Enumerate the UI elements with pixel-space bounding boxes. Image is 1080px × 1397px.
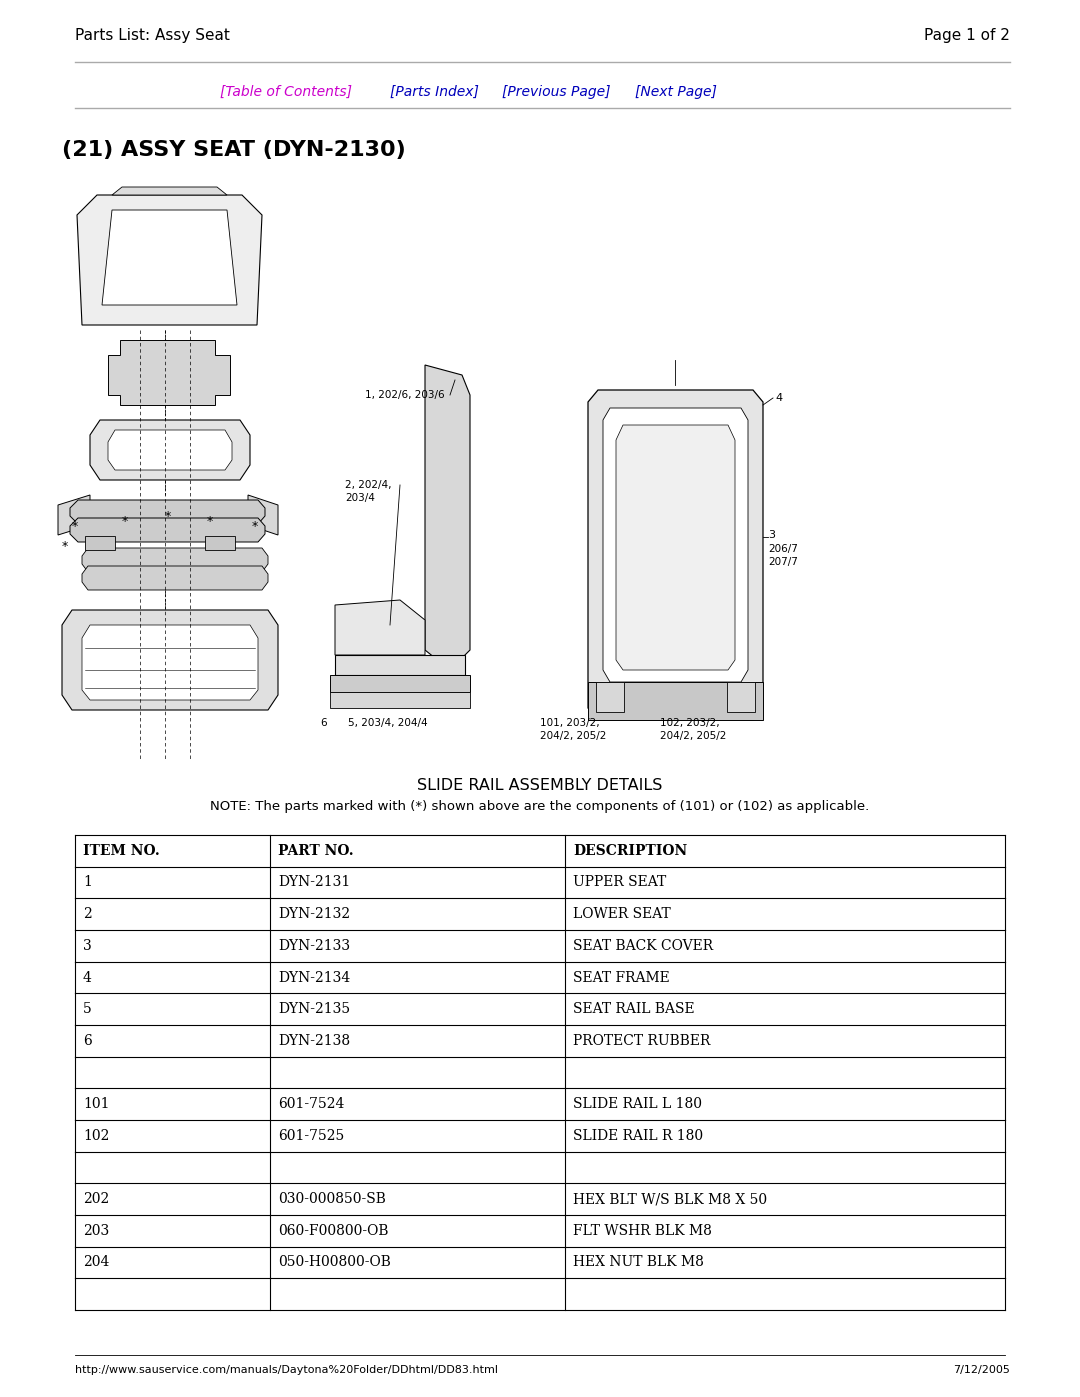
Text: *: * <box>62 541 68 553</box>
Bar <box>596 682 624 712</box>
Text: SEAT BACK COVER: SEAT BACK COVER <box>573 939 713 953</box>
Text: 206/7: 206/7 <box>768 543 798 555</box>
Text: DESCRIPTION: DESCRIPTION <box>573 844 687 858</box>
Text: [Previous Page]: [Previous Page] <box>502 85 610 99</box>
Text: [Next Page]: [Next Page] <box>635 85 717 99</box>
Text: DYN-2132: DYN-2132 <box>278 907 350 921</box>
Text: Parts List: Assy Seat: Parts List: Assy Seat <box>75 28 230 43</box>
Text: SEAT RAIL BASE: SEAT RAIL BASE <box>573 1002 694 1016</box>
Text: 1: 1 <box>83 876 92 890</box>
Polygon shape <box>330 675 470 692</box>
Polygon shape <box>588 390 762 719</box>
Text: 1, 202/6, 203/6: 1, 202/6, 203/6 <box>365 390 445 400</box>
Text: DYN-2133: DYN-2133 <box>278 939 350 953</box>
Text: 6: 6 <box>320 718 326 728</box>
Polygon shape <box>330 692 470 708</box>
Text: 3: 3 <box>768 529 775 541</box>
Text: 102, 203/2,: 102, 203/2, <box>660 718 719 728</box>
Text: 3: 3 <box>83 939 92 953</box>
Text: *: * <box>252 520 258 534</box>
Text: DYN-2134: DYN-2134 <box>278 971 350 985</box>
Text: PROTECT RUBBER: PROTECT RUBBER <box>573 1034 711 1048</box>
Polygon shape <box>102 210 237 305</box>
Text: SEAT FRAME: SEAT FRAME <box>573 971 670 985</box>
Polygon shape <box>108 339 230 405</box>
Polygon shape <box>335 655 465 675</box>
Text: 6: 6 <box>83 1034 92 1048</box>
Polygon shape <box>426 365 470 671</box>
Polygon shape <box>205 536 235 550</box>
Text: [Table of Contents]: [Table of Contents] <box>220 85 352 99</box>
Text: 203: 203 <box>83 1224 109 1238</box>
Text: 4: 4 <box>775 393 782 402</box>
Text: 202: 202 <box>83 1192 109 1206</box>
Polygon shape <box>108 430 232 469</box>
Text: NOTE: The parts marked with (*) shown above are the components of (101) or (102): NOTE: The parts marked with (*) shown ab… <box>211 800 869 813</box>
Text: 5, 203/4, 204/4: 5, 203/4, 204/4 <box>348 718 428 728</box>
Text: (21) ASSY SEAT (DYN-2130): (21) ASSY SEAT (DYN-2130) <box>62 140 406 161</box>
Polygon shape <box>85 536 114 550</box>
Text: 5: 5 <box>83 1002 92 1016</box>
Text: UPPER SEAT: UPPER SEAT <box>573 876 666 890</box>
Text: *: * <box>72 520 78 534</box>
Text: 101: 101 <box>83 1097 109 1111</box>
Text: 204/2, 205/2: 204/2, 205/2 <box>540 731 606 740</box>
Text: 050-H00800-OB: 050-H00800-OB <box>278 1256 391 1270</box>
Polygon shape <box>70 518 265 542</box>
Text: http://www.sauservice.com/manuals/Daytona%20Folder/DDhtml/DD83.html: http://www.sauservice.com/manuals/Dayton… <box>75 1365 498 1375</box>
Polygon shape <box>603 408 748 682</box>
Text: 601-7524: 601-7524 <box>278 1097 345 1111</box>
Text: DYN-2135: DYN-2135 <box>278 1002 350 1016</box>
Polygon shape <box>616 425 735 671</box>
Text: DYN-2138: DYN-2138 <box>278 1034 350 1048</box>
Text: 2, 202/4,: 2, 202/4, <box>345 481 391 490</box>
Text: FLT WSHR BLK M8: FLT WSHR BLK M8 <box>573 1224 712 1238</box>
Polygon shape <box>112 187 227 196</box>
Polygon shape <box>58 495 90 535</box>
Bar <box>727 682 755 712</box>
Text: LOWER SEAT: LOWER SEAT <box>573 907 671 921</box>
Text: PART NO.: PART NO. <box>278 844 353 858</box>
Text: 2: 2 <box>83 907 92 921</box>
Text: 203/4: 203/4 <box>345 493 375 503</box>
Text: HEX NUT BLK M8: HEX NUT BLK M8 <box>573 1256 704 1270</box>
Text: 060-F00800-OB: 060-F00800-OB <box>278 1224 389 1238</box>
Polygon shape <box>248 495 278 535</box>
Text: *: * <box>207 515 213 528</box>
Text: [Parts Index]: [Parts Index] <box>390 85 478 99</box>
Text: DYN-2131: DYN-2131 <box>278 876 350 890</box>
Text: ITEM NO.: ITEM NO. <box>83 844 160 858</box>
Text: Page 1 of 2: Page 1 of 2 <box>924 28 1010 43</box>
Text: SLIDE RAIL L 180: SLIDE RAIL L 180 <box>573 1097 702 1111</box>
Polygon shape <box>62 610 278 710</box>
Text: 4: 4 <box>83 971 92 985</box>
Text: *: * <box>122 515 129 528</box>
Text: 102: 102 <box>83 1129 109 1143</box>
Polygon shape <box>70 500 265 524</box>
Polygon shape <box>335 599 426 655</box>
Text: HEX BLT W/S BLK M8 X 50: HEX BLT W/S BLK M8 X 50 <box>573 1192 767 1206</box>
Text: 204/2, 205/2: 204/2, 205/2 <box>660 731 727 740</box>
Polygon shape <box>77 196 262 326</box>
Polygon shape <box>82 566 268 590</box>
Text: 601-7525: 601-7525 <box>278 1129 345 1143</box>
Text: 204: 204 <box>83 1256 109 1270</box>
Bar <box>588 682 762 719</box>
Text: 030-000850-SB: 030-000850-SB <box>278 1192 386 1206</box>
Polygon shape <box>82 624 258 700</box>
Text: 207/7: 207/7 <box>768 557 798 567</box>
Polygon shape <box>90 420 249 481</box>
Text: 101, 203/2,: 101, 203/2, <box>540 718 599 728</box>
Text: 7/12/2005: 7/12/2005 <box>954 1365 1010 1375</box>
Text: SLIDE RAIL ASSEMBLY DETAILS: SLIDE RAIL ASSEMBLY DETAILS <box>417 778 663 793</box>
Text: SLIDE RAIL R 180: SLIDE RAIL R 180 <box>573 1129 703 1143</box>
Text: *: * <box>165 510 171 522</box>
Polygon shape <box>82 548 268 571</box>
